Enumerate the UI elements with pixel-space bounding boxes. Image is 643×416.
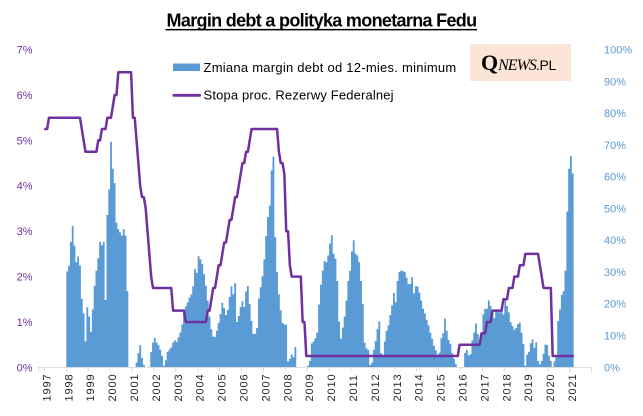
svg-text:20%: 20% bbox=[604, 299, 626, 311]
svg-text:2007: 2007 bbox=[260, 373, 272, 401]
svg-text:40%: 40% bbox=[604, 235, 626, 247]
svg-text:0%: 0% bbox=[604, 362, 620, 374]
svg-text:1%: 1% bbox=[17, 317, 33, 329]
svg-text:2021: 2021 bbox=[567, 373, 579, 401]
svg-text:7%: 7% bbox=[17, 45, 33, 57]
svg-text:4%: 4% bbox=[17, 181, 33, 193]
svg-text:2013: 2013 bbox=[392, 373, 404, 401]
svg-text:2002: 2002 bbox=[151, 373, 163, 401]
svg-text:60%: 60% bbox=[604, 172, 626, 184]
svg-text:2018: 2018 bbox=[501, 373, 513, 401]
svg-text:2015: 2015 bbox=[436, 373, 448, 401]
svg-text:2%: 2% bbox=[17, 272, 33, 284]
svg-text:70%: 70% bbox=[604, 140, 626, 152]
svg-text:50%: 50% bbox=[604, 203, 626, 215]
svg-text:2016: 2016 bbox=[458, 373, 470, 401]
svg-text:2001: 2001 bbox=[129, 373, 141, 401]
svg-text:3%: 3% bbox=[17, 226, 33, 238]
svg-text:2019: 2019 bbox=[523, 373, 535, 401]
svg-text:1997: 1997 bbox=[41, 373, 53, 401]
svg-text:1998: 1998 bbox=[63, 373, 75, 401]
svg-text:2003: 2003 bbox=[173, 373, 185, 401]
svg-text:Stopa proc. Rezerwy Federalnej: Stopa proc. Rezerwy Federalnej bbox=[204, 88, 394, 103]
svg-text:2012: 2012 bbox=[370, 373, 382, 401]
svg-text:2011: 2011 bbox=[348, 374, 360, 401]
svg-text:90%: 90% bbox=[604, 76, 626, 88]
svg-text:5%: 5% bbox=[17, 135, 33, 147]
svg-text:6%: 6% bbox=[17, 90, 33, 102]
svg-text:80%: 80% bbox=[604, 108, 626, 120]
svg-text:100%: 100% bbox=[604, 45, 632, 57]
svg-text:2004: 2004 bbox=[195, 373, 207, 401]
svg-text:0%: 0% bbox=[17, 362, 33, 374]
svg-text:1999: 1999 bbox=[85, 373, 97, 401]
svg-text:2005: 2005 bbox=[217, 373, 229, 401]
svg-text:Margin debt a polityka monetar: Margin debt a polityka monetarna Fedu bbox=[167, 10, 477, 30]
svg-text:2014: 2014 bbox=[414, 373, 426, 401]
svg-text:2006: 2006 bbox=[239, 373, 251, 401]
svg-text:2008: 2008 bbox=[282, 373, 294, 401]
svg-text:30%: 30% bbox=[604, 267, 626, 279]
svg-text:2020: 2020 bbox=[545, 373, 557, 401]
svg-text:Zmiana margin debt od 12-mies.: Zmiana margin debt od 12-mies. minimum bbox=[204, 60, 457, 75]
svg-text:10%: 10% bbox=[604, 331, 626, 343]
svg-text:2017: 2017 bbox=[479, 373, 491, 401]
svg-text:2010: 2010 bbox=[326, 373, 338, 401]
svg-text:2000: 2000 bbox=[107, 373, 119, 401]
svg-text:2009: 2009 bbox=[304, 373, 316, 401]
